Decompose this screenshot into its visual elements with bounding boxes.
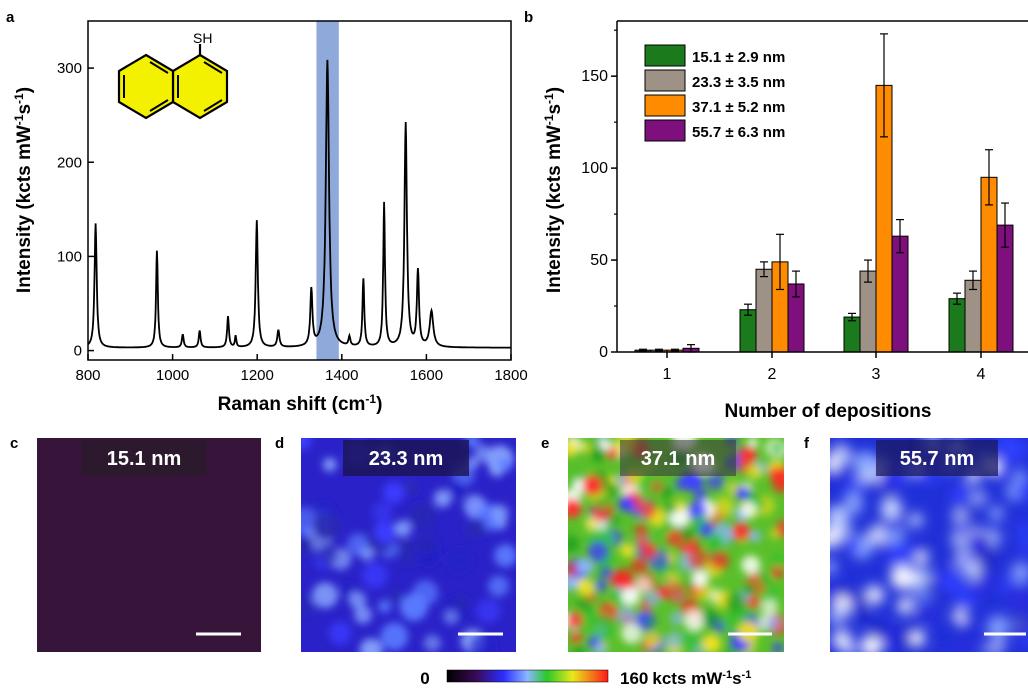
x-axis-title-b: Number of depositions (725, 401, 932, 422)
naphthalenethiol-molecule-icon: SH (119, 30, 227, 118)
legend-swatch (645, 95, 685, 116)
bar (892, 236, 908, 352)
thiol-label: SH (193, 30, 212, 46)
y-tick-label: 200 (57, 154, 82, 171)
molecule-ring-left (119, 55, 173, 118)
molecule-ring-right (173, 55, 227, 118)
bar (844, 317, 860, 352)
raman-map-c: 15.1 nm (37, 438, 261, 652)
x-tick-label: 1800 (494, 367, 527, 384)
raman-map-f: 55.7 nm (819, 433, 1028, 661)
panel-label-d: d (275, 435, 284, 452)
bar (860, 271, 876, 352)
map-label-d: 23.3 nm (369, 448, 443, 470)
bar (740, 310, 756, 352)
legend-label: 55.7 ± 6.3 nm (692, 124, 785, 141)
y-tick-label: 300 (57, 60, 82, 77)
bar (965, 280, 981, 352)
x-tick-label: 4 (977, 366, 986, 383)
x-tick-label: 800 (75, 367, 100, 384)
legend-label: 23.3 ± 3.5 nm (692, 74, 785, 91)
y-tick-label: 150 (581, 68, 608, 85)
y-tick-label: 0 (599, 344, 608, 361)
x-tick-label: 1200 (241, 367, 274, 384)
map-label-e: 37.1 nm (641, 448, 715, 470)
map-label-c: 15.1 nm (107, 448, 181, 470)
legend-swatch (645, 45, 685, 66)
raman-spectrum-chart: 800 1000 1200 1400 1600 1800 0 100 200 300 SH Ram… (12, 21, 528, 415)
legend: 15.1 ± 2.9 nm 23.3 ± 3.5 nm 37.1 ± 5.2 nm 5… (645, 45, 785, 141)
map-label-f: 55.7 nm (900, 448, 974, 470)
legend-swatch (645, 120, 685, 141)
y-axis-title-a: Intensity (kcts mW-1s-1) (12, 87, 35, 293)
y-tick-label: 50 (590, 252, 608, 269)
raman-map-e: 37.1 nm (557, 430, 794, 656)
colorbar-gradient (447, 670, 608, 682)
panel-label-e: e (541, 435, 549, 452)
bar (949, 299, 965, 352)
x-tick-label: 1400 (325, 367, 358, 384)
panel-label-b: b (524, 9, 533, 26)
x-tick-label: 3 (872, 366, 881, 383)
x-axis-title-a: Raman shift (cm-1) (218, 392, 383, 415)
colorbar-min-label: 0 (420, 669, 429, 686)
panel-label-f: f (804, 435, 810, 452)
y-tick-label: 100 (57, 248, 82, 265)
legend-label: 37.1 ± 5.2 nm (692, 99, 785, 116)
axis-ticks-a: 800 1000 1200 1400 1600 1800 0 100 200 300 (57, 60, 528, 384)
y-tick-label: 100 (581, 160, 608, 177)
x-tick-label: 1 (663, 366, 672, 383)
panel-label-c: c (10, 435, 18, 452)
deposition-bar-chart: 1 2 3 4 0 50 100 150 15.1 ± 2.9 nm 23.3 ± 3.5 nm… (542, 21, 1028, 422)
panel-label-a: a (6, 9, 15, 26)
raman-map-d: 23.3 nm (291, 430, 517, 661)
y-axis-title-b: Intensity (kcts mW-1s-1) (542, 87, 565, 293)
x-tick-label: 1600 (410, 367, 443, 384)
y-tick-label: 0 (74, 343, 82, 360)
legend-swatch (645, 70, 685, 91)
x-tick-label: 1000 (156, 367, 189, 384)
bar (756, 269, 772, 352)
x-tick-label: 2 (768, 366, 777, 383)
legend-label: 15.1 ± 2.9 nm (692, 49, 785, 66)
